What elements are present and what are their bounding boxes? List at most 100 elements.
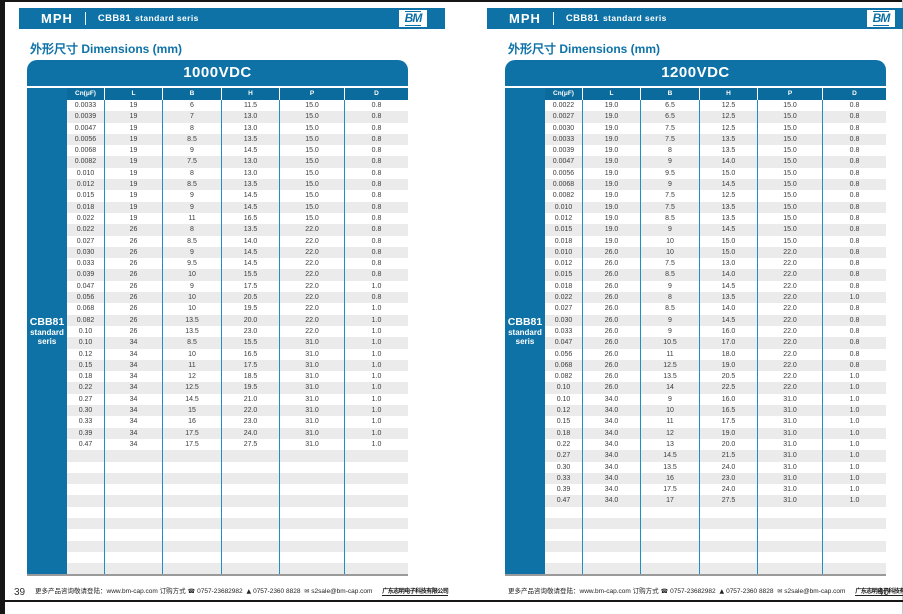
cell: 26 [105,246,163,259]
table-row: 0.0082 19.0 7.5 12.5 15.0 0.8 [545,190,886,202]
cell: 8.5 [641,212,700,225]
cell: 15.0 [758,167,823,180]
cell [823,518,886,529]
table-row: 0.0033 19.0 7.5 13.5 15.0 0.8 [545,133,886,146]
cell: 9 [641,156,700,168]
cell: 15.0 [280,133,345,146]
cell [222,540,280,552]
cell: 9 [641,179,700,191]
bottom-rule [0,600,903,602]
cell [105,472,163,485]
cell: 1.0 [371,395,382,403]
cell: 15.0 [758,179,823,191]
cell: 24.0 [700,484,758,496]
cell: 0.0033 [545,133,583,146]
footer-email-link[interactable]: s2sale@bm-cap.com [311,588,373,595]
table-row: 0.0039 19 7 13.0 15.0 0.8 [67,111,408,123]
cell [545,540,583,552]
footer-website-link[interactable]: www.bm-cap.com [579,588,631,595]
phone-icon: ☎ [660,588,669,595]
table-row: 0.015 19.0 9 14.5 15.0 0.8 [545,224,886,236]
cell: 31.0 [758,472,823,485]
cell [641,517,700,530]
cell: 19.0 [700,427,758,439]
cell: 19.5 [222,382,280,394]
table-row: 0.027 26.0 8.5 14.0 22.0 0.8 [545,303,886,315]
table-row [67,450,408,462]
cell: 19.5 [222,303,280,315]
cell: 1.0 [371,350,382,358]
cell: 1.0 [371,407,382,415]
cell: 26 [105,258,163,270]
cell [222,484,280,496]
table-row: 0.0033 19 6 11.5 15.0 0.8 [67,100,408,112]
footer-email-link[interactable]: s2sale@bm-cap.com [784,588,846,595]
cell: 19.0 [583,201,641,213]
cell: 0.018 [67,201,105,213]
table-row: 0.12 34.0 10 16.5 31.0 1.0 [545,405,886,417]
cell: 0.022 [67,212,105,225]
cell: 19.0 [700,359,758,372]
cell: 15 [163,405,222,417]
table-row [67,461,408,473]
cell: 0.8 [849,124,860,132]
cell [345,541,408,552]
cell: 0.8 [371,158,382,166]
cell: 1.0 [371,373,382,381]
col-header-cn: Cn(μF) [545,88,583,100]
cell: 0.8 [849,248,860,256]
cell [222,529,280,541]
cell: 6 [163,100,222,112]
footer-website-link[interactable]: www.bm-cap.com [106,588,158,595]
cell: 0.0039 [67,111,105,123]
cell [222,506,280,518]
cell: 8.5 [641,303,700,315]
table-row [67,506,408,518]
table-row: 0.033 26.0 9 16.0 22.0 0.8 [545,325,886,338]
cell: 14.5 [700,314,758,326]
section-title: 外形尺寸 Dimensions (mm) [508,42,661,56]
cell: 0.8 [849,181,860,189]
cell: 7.5 [641,258,700,270]
cell: 31.0 [280,382,345,394]
cell: 34.0 [583,405,641,417]
table-body: 0.0033 19 6 11.5 15.0 0.8 0.0039 19 7 13.0 15.0 0.8… [67,100,408,575]
cell: 16 [163,416,222,428]
table-row: 0.018 19.0 10 15.0 15.0 0.8 [545,235,886,247]
sidebar-line: seris [37,337,57,347]
cell: 31.0 [758,405,823,417]
cell: 19 [105,145,163,157]
cell: 14.0 [222,235,280,247]
series-name: CBB81 [97,13,132,24]
cell: 22.0 [758,325,823,338]
cell: 1.0 [849,486,860,494]
cell: 8 [641,145,700,157]
cell: 14.5 [700,179,758,191]
bm-logo: BM [399,10,427,27]
table-row: 0.0039 19.0 8 13.5 15.0 0.8 [545,145,886,157]
cell [105,540,163,552]
cell: 0.0022 [545,100,583,112]
cell: 22.0 [280,325,345,338]
cell: 19.0 [583,235,641,247]
cell: 34.0 [583,484,641,496]
cell: 9 [641,280,700,293]
cell: 8.5 [163,133,222,146]
cell: 7.5 [163,156,222,168]
cell: 1.0 [849,440,860,448]
cell: 7.5 [641,122,700,134]
cell: 11.5 [222,100,280,112]
cell: 14.0 [700,269,758,281]
cell [105,484,163,496]
dimensions-table-1000vdc: 1000VDC CBB81 standard seris Cn(μF) L [27,60,408,577]
cell [700,517,758,530]
table-row: 0.068 26.0 12.5 19.0 22.0 0.8 [545,359,886,372]
cell: 26.0 [583,303,641,315]
table-row [67,563,408,575]
cell: 0.8 [849,282,860,290]
table-row: 0.010 19 8 13.0 15.0 0.8 [67,167,408,180]
bm-logo: BM [867,10,895,27]
cell: 19.0 [583,133,641,146]
cell: 31.0 [758,393,823,406]
